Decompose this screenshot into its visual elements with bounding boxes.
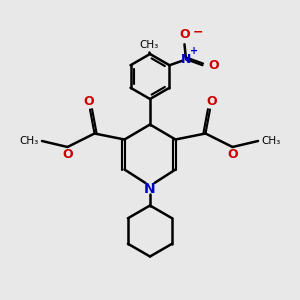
Text: −: − xyxy=(193,26,203,39)
Text: O: O xyxy=(208,59,218,72)
Text: O: O xyxy=(227,148,238,161)
Text: O: O xyxy=(180,28,190,41)
Text: O: O xyxy=(83,95,94,108)
Text: CH₃: CH₃ xyxy=(261,136,280,146)
Text: +: + xyxy=(190,46,198,56)
Text: O: O xyxy=(62,148,73,161)
Text: N: N xyxy=(144,182,156,196)
Text: CH₃: CH₃ xyxy=(139,40,158,50)
Text: O: O xyxy=(206,95,217,108)
Text: N: N xyxy=(181,53,191,66)
Text: CH₃: CH₃ xyxy=(20,136,39,146)
